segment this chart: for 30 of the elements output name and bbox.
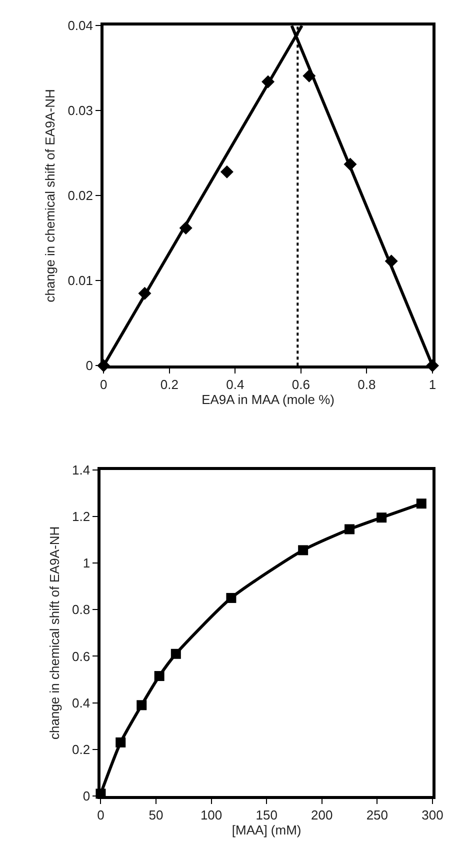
- y-tick-label: 0: [86, 358, 94, 374]
- x-tick-label: 150: [256, 808, 278, 823]
- y-tick-label: 0: [82, 788, 90, 804]
- x-tick-label: 0.8: [358, 377, 376, 392]
- x-tick-label: 200: [311, 808, 333, 823]
- x-tick-label: 300: [422, 808, 444, 823]
- x-tick-label: 50: [148, 808, 164, 823]
- y-tick-label: 0.4: [72, 695, 90, 710]
- y-tick-label: 0.8: [72, 602, 90, 618]
- y-axis-title: change in chemical shift of EA9A-NH: [42, 89, 58, 302]
- x-axis-title: EA9A in MAA (mole %): [202, 392, 335, 408]
- y-tick-label: 1.4: [72, 462, 90, 478]
- y-tick-label: 0.02: [68, 188, 94, 204]
- x-tick-label: 1: [428, 377, 436, 392]
- x-tick-label: 100: [200, 808, 222, 823]
- y-tick-label: 0.04: [68, 18, 94, 34]
- y-tick-label: 1.2: [72, 508, 90, 524]
- x-tick-label: 250: [366, 808, 388, 823]
- y-tick-label: 0.2: [72, 742, 90, 757]
- y-tick-label: 0.01: [68, 273, 94, 288]
- x-tick-label: 0.4: [226, 377, 244, 392]
- x-axis-title: [MAA] (mM): [232, 822, 302, 838]
- y-tick-label: 0.6: [72, 648, 90, 664]
- y-tick-label: 0.03: [68, 103, 94, 118]
- y-tick-label: 1: [82, 556, 90, 571]
- x-tick-label: 0: [97, 808, 104, 823]
- x-tick-label: 0.6: [292, 377, 310, 392]
- x-tick-label: 0: [100, 377, 108, 392]
- x-tick-label: 0.2: [160, 377, 178, 392]
- y-axis-title: change in chemical shift of EA9A-NH: [46, 526, 62, 740]
